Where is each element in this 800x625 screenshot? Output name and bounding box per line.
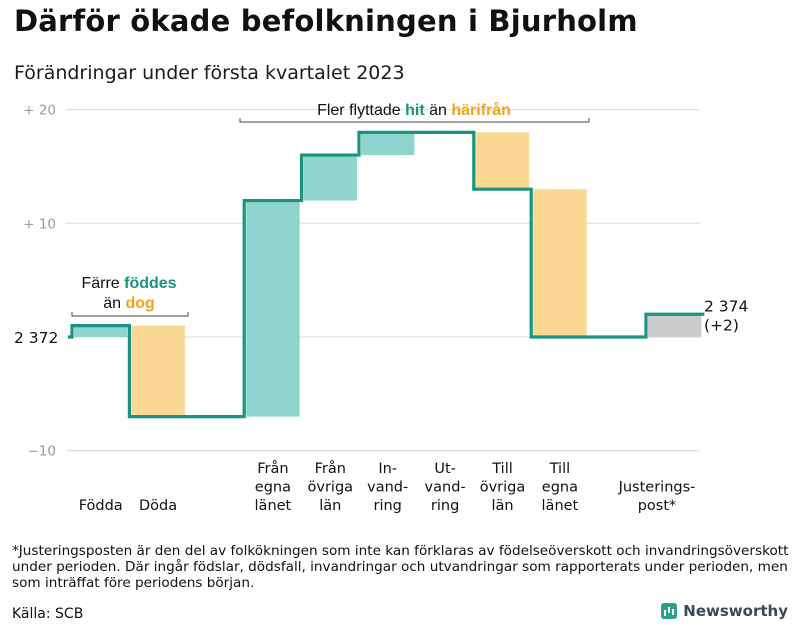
bar-7 [475, 132, 530, 190]
category-label-10-0: Justerings- [618, 480, 696, 496]
bar-layer [74, 132, 702, 417]
category-label-5-2: ring [374, 498, 402, 514]
category-label-7-2: län [491, 498, 513, 514]
start-value-label: 2 372 [14, 329, 58, 347]
bar-5 [361, 132, 415, 156]
y-tick-label-0: + 20 [23, 103, 56, 119]
annotation-bracket-1 [239, 118, 590, 123]
annotation-segment: härifrån [451, 101, 511, 119]
line-layer [68, 130, 705, 419]
annotation-0-line-1: än dog [103, 295, 155, 312]
category-label-4-1: övriga [308, 480, 354, 496]
bar-8 [533, 189, 587, 337]
category-label-6-0: Ut- [434, 461, 456, 477]
category-label-3-1: egna [255, 480, 291, 496]
brand-name: Newsworthy [683, 602, 788, 620]
brand-logo: Newsworthy [661, 602, 788, 620]
end-change-label: (+2) [704, 316, 739, 334]
annotation-segment: föddes [124, 275, 177, 292]
category-label-6-2: ring [431, 498, 459, 514]
text-layer: + 20 + 10 −10 2 372 2 374(+2) Födda Döda Från eg… [14, 101, 748, 514]
category-label-7-1: övriga [480, 480, 526, 496]
y-tick-label-1: + 10 [23, 216, 56, 232]
category-label-8-0: Till [549, 461, 571, 477]
annotation-segment: dog [125, 295, 154, 312]
footnote: *Justeringsposten är den del av folkökni… [12, 543, 789, 591]
waterfall-chart: + 20 + 10 −10 2 372 2 374(+2) Födda Döda Från eg… [14, 101, 748, 514]
bar-4 [303, 155, 357, 201]
category-label-8-2: länet [542, 498, 579, 514]
chart-subtitle: Förändringar under första kvartalet 2023 [14, 62, 405, 84]
category-label-3-0: Från [257, 460, 288, 477]
category-label-0-0: Födda [79, 498, 123, 514]
annotation-segment: Färre [81, 275, 124, 292]
annotation-segment: än [103, 295, 125, 312]
category-label-3-2: länet [255, 498, 292, 514]
category-label-7-0: Till [491, 461, 513, 477]
annotation-segment: hit [405, 102, 425, 119]
bar-0 [74, 325, 128, 337]
category-label-4-0: Från [315, 460, 346, 477]
bar-10 [648, 314, 702, 337]
cumulative-step-line [68, 130, 705, 419]
bar-1 [131, 325, 185, 417]
annotation-segment: Fler flyttade [317, 102, 405, 119]
y-tick-label-2: −10 [28, 444, 57, 460]
newsworthy-logo-icon [661, 603, 678, 619]
chart-title: Därför ökade befolkningen i Bjurholm [14, 4, 638, 38]
annotation-1-line-0: Fler flyttade hit än härifrån [317, 101, 511, 119]
source-note: Källa: SCB [12, 606, 84, 622]
category-label-6-1: vand- [425, 480, 466, 496]
annotation-0-line-0: Färre föddes [81, 275, 176, 292]
bar-3 [246, 200, 300, 417]
annotation-bracket-0 [71, 312, 189, 317]
category-label-8-1: egna [542, 480, 578, 496]
category-label-10-1: post* [638, 498, 677, 514]
category-label-5-0: In- [378, 461, 397, 477]
category-label-5-1: vand- [367, 480, 408, 496]
annotation-segment: än [425, 102, 452, 119]
category-label-1-0: Döda [139, 498, 177, 514]
end-value-label: 2 374 [704, 297, 748, 315]
category-label-4-2: län [319, 498, 341, 514]
